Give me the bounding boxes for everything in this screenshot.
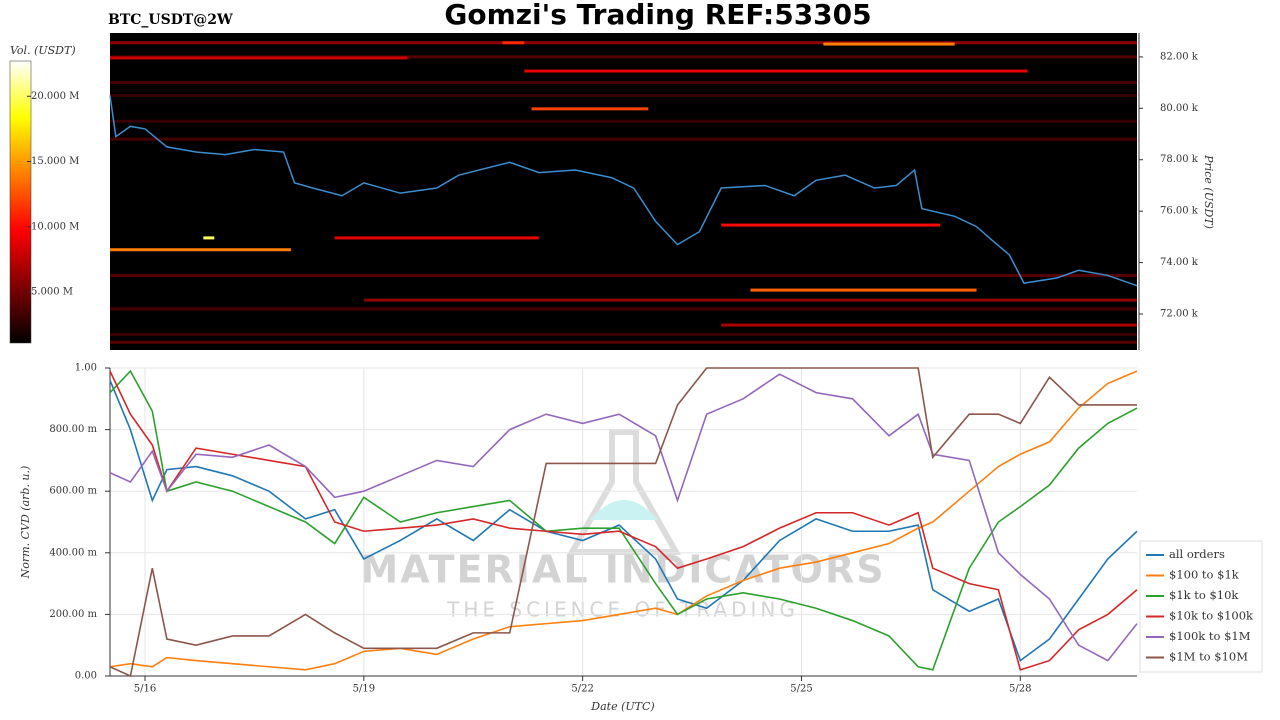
watermark-icon-fill — [590, 500, 658, 520]
x-tick-label: 5/19 — [353, 684, 375, 695]
liquidity-level — [110, 93, 1137, 97]
x-tick-label: 5/16 — [134, 684, 156, 695]
liquidity-level — [750, 288, 977, 292]
liquidity-level — [363, 298, 1137, 302]
liquidity-level — [110, 55, 1137, 59]
y-tick-label: 1.00 — [75, 363, 97, 374]
watermark-subtitle: THE SCIENCE OF TRADING — [446, 598, 799, 622]
series-line — [109, 380, 1138, 662]
liquidity-level — [531, 107, 649, 111]
watermark-text: MATERIAL INDICATORS — [360, 548, 885, 592]
liquidity-level — [823, 42, 955, 46]
series-line — [109, 369, 1138, 671]
series-line — [109, 370, 1138, 671]
watermark: MATERIAL INDICATORS THE SCIENCE OF TRADI… — [360, 429, 885, 622]
legend-label: $100 to $1k — [1169, 568, 1240, 582]
series-line — [109, 367, 1137, 678]
liquidity-level — [110, 333, 1137, 337]
y-tick-label: 72.00 k — [1160, 309, 1199, 320]
chart-title: Gomzi's Trading REF:53305 — [444, 0, 871, 31]
liquidity-level — [110, 81, 1137, 85]
legend-box — [1139, 540, 1263, 673]
y-tick-label: 82.00 k — [1160, 51, 1199, 62]
series-line — [109, 373, 1138, 662]
legend-label: all orders — [1169, 547, 1225, 561]
x-tick-label: 5/28 — [1009, 684, 1031, 695]
x-axis-title: Date (UTC) — [590, 700, 654, 713]
y-tick-label: 200.00 m — [49, 609, 97, 620]
y-tick-label: 600.00 m — [49, 486, 97, 497]
watermark-icon — [566, 429, 682, 555]
liquidity-level — [110, 340, 1137, 344]
x-tick-label: 5/25 — [790, 684, 812, 695]
colorbar-tick-label: 15.000 M — [31, 156, 79, 167]
y-tick-label: 78.00 k — [1160, 154, 1199, 165]
liquidity-level — [502, 41, 525, 45]
liquidity-level — [721, 323, 1137, 327]
y-axis-title: Norm. CVD (arb. u.) — [19, 466, 32, 580]
liquidity-level — [334, 236, 539, 240]
liquidity-level — [110, 137, 1137, 141]
series-line — [109, 370, 1138, 671]
y-tick-label: 400.00 m — [49, 547, 97, 558]
legend-label: $100k to $1M — [1169, 629, 1251, 643]
colorbar-tick-label: 10.000 M — [31, 221, 79, 232]
y-tick-label: 76.00 k — [1160, 206, 1199, 217]
legend: all orders $100 to $1k $1k to $10k $10k to … — [1139, 540, 1263, 673]
legend-label: $10k to $100k — [1169, 609, 1254, 623]
colorbar-label: Vol. (USDT) — [10, 44, 76, 57]
legend-label: $1M to $10M — [1169, 650, 1248, 664]
liquidity-level — [110, 41, 1137, 45]
liquidity-level — [524, 69, 1028, 73]
liquidity-level — [110, 248, 291, 252]
liquidity-level — [203, 236, 215, 240]
symbol-label: BTC_USDT@2W — [108, 12, 233, 28]
colorbar — [9, 60, 32, 344]
price-line — [109, 95, 1138, 287]
liquidity-level — [110, 56, 408, 60]
liquidity-level — [110, 119, 1137, 123]
heatmap-background — [110, 33, 1137, 350]
y-tick-label: 800.00 m — [49, 424, 97, 435]
liquidity-level — [721, 223, 941, 227]
colorbar-tick-label: 5.000 M — [31, 287, 73, 298]
liquidity-level — [110, 273, 1137, 277]
y-tick-label: 74.00 k — [1160, 257, 1199, 268]
colorbar-tick-label: 20.000 M — [31, 91, 79, 102]
legend-label: $1k to $10k — [1169, 588, 1239, 602]
y-tick-label: 0.00 — [75, 671, 97, 682]
liquidity-level — [110, 307, 1137, 311]
x-tick-label: 5/22 — [571, 684, 593, 695]
y-tick-label: 80.00 k — [1160, 103, 1199, 114]
y-axis-title: Price (USDT) — [1202, 154, 1215, 229]
